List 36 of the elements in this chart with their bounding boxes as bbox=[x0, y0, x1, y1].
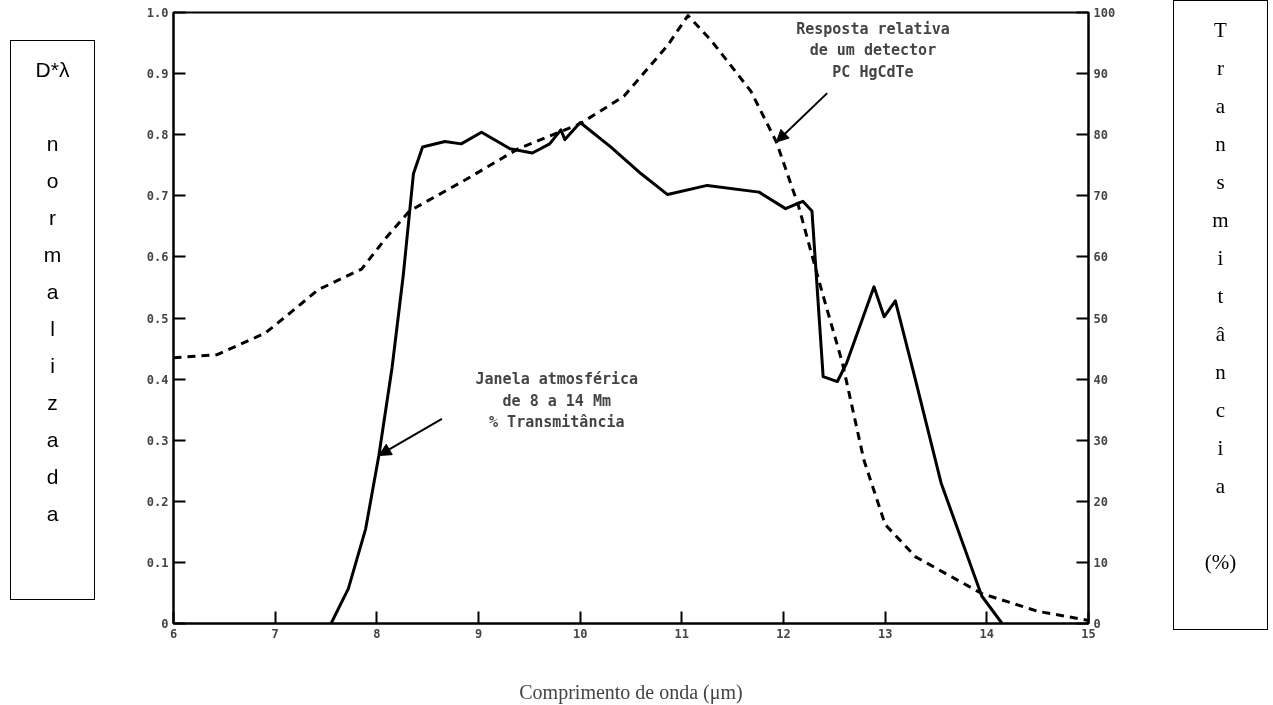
x-tick-label: 14 bbox=[979, 626, 995, 641]
y-tick-label: 0.7 bbox=[146, 189, 169, 204]
y-tick-label: 0.2 bbox=[146, 494, 169, 509]
y2-tick-label: 30 bbox=[1093, 433, 1108, 448]
y2-tick-label: 10 bbox=[1093, 555, 1108, 570]
y2-tick-label: 70 bbox=[1093, 189, 1108, 204]
x-axis-title: Comprimento de onda (μm) bbox=[519, 680, 743, 704]
y-tick-label: 0.3 bbox=[146, 433, 169, 448]
line-series bbox=[173, 14, 1089, 622]
y-tick-label: 0.4 bbox=[146, 372, 169, 387]
y2-tick-label: 50 bbox=[1093, 311, 1108, 326]
x-tick-label: 8 bbox=[373, 626, 381, 641]
y-tick-label: 0.8 bbox=[146, 128, 169, 143]
y-tick-label: 0.9 bbox=[146, 67, 169, 82]
text: Transmitância (%) bbox=[1204, 18, 1237, 574]
y2-tick-label: 80 bbox=[1093, 128, 1108, 143]
x-tick-label: 6 bbox=[169, 626, 178, 641]
y2-tick-label: 60 bbox=[1093, 250, 1108, 265]
y-tick-label: 0.5 bbox=[146, 311, 169, 326]
x-tick-label: 11 bbox=[674, 626, 690, 641]
x-tick-label: 10 bbox=[572, 626, 588, 641]
y2-tick-label: 20 bbox=[1093, 494, 1108, 509]
y-tick-label: 0.1 bbox=[146, 555, 169, 570]
y-tick-label: 0.6 bbox=[146, 250, 169, 265]
text: D*λ normalizada bbox=[35, 58, 70, 525]
x-tick-label: 7 bbox=[271, 626, 279, 641]
x-tick-label: 9 bbox=[474, 626, 483, 641]
x-tick-label: 13 bbox=[877, 626, 893, 641]
y2-tick-label: 100 bbox=[1093, 6, 1116, 20]
annotation: Janela atmosférica de 8 a 14 Mm % Transmitância bbox=[475, 369, 639, 432]
annotation: Resposta relativa de um detector PC HgCdTe bbox=[796, 19, 950, 82]
y2-tick-label: 90 bbox=[1093, 67, 1108, 82]
y2-tick-label: 40 bbox=[1093, 372, 1108, 387]
y-tick-label: 0 bbox=[161, 617, 169, 631]
y-tick-label: 1.0 bbox=[146, 6, 169, 20]
x-tick-label: 12 bbox=[776, 626, 791, 641]
